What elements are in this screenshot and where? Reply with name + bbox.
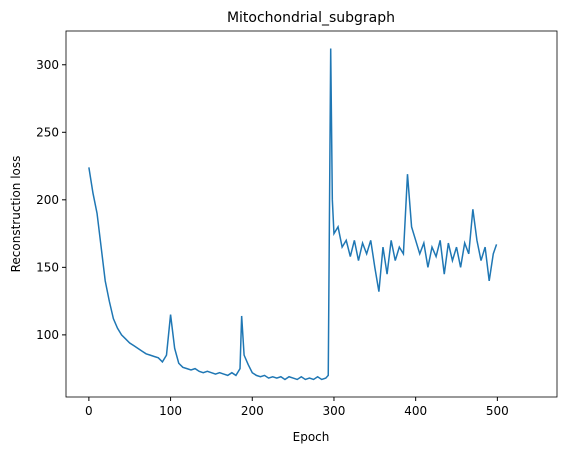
y-axis-label: Reconstruction loss [9, 156, 23, 273]
y-tick-label: 250 [36, 125, 59, 139]
x-tick-label: 400 [404, 404, 427, 418]
x-tick-label: 0 [85, 404, 93, 418]
chart-title: Mitochondrial_subgraph [227, 10, 395, 26]
y-tick-label: 200 [36, 193, 59, 207]
x-axis-label: Epoch [293, 430, 330, 444]
axes-frame [65, 30, 558, 398]
x-tick-label: 100 [159, 404, 182, 418]
y-tick-label: 300 [36, 58, 59, 72]
line-series [88, 48, 498, 381]
y-tick-label: 150 [36, 260, 59, 274]
x-tick-label: 300 [323, 404, 346, 418]
x-tick-label: 200 [241, 404, 264, 418]
x-tick-label: 500 [486, 404, 509, 418]
y-tick-label: 100 [36, 328, 59, 342]
